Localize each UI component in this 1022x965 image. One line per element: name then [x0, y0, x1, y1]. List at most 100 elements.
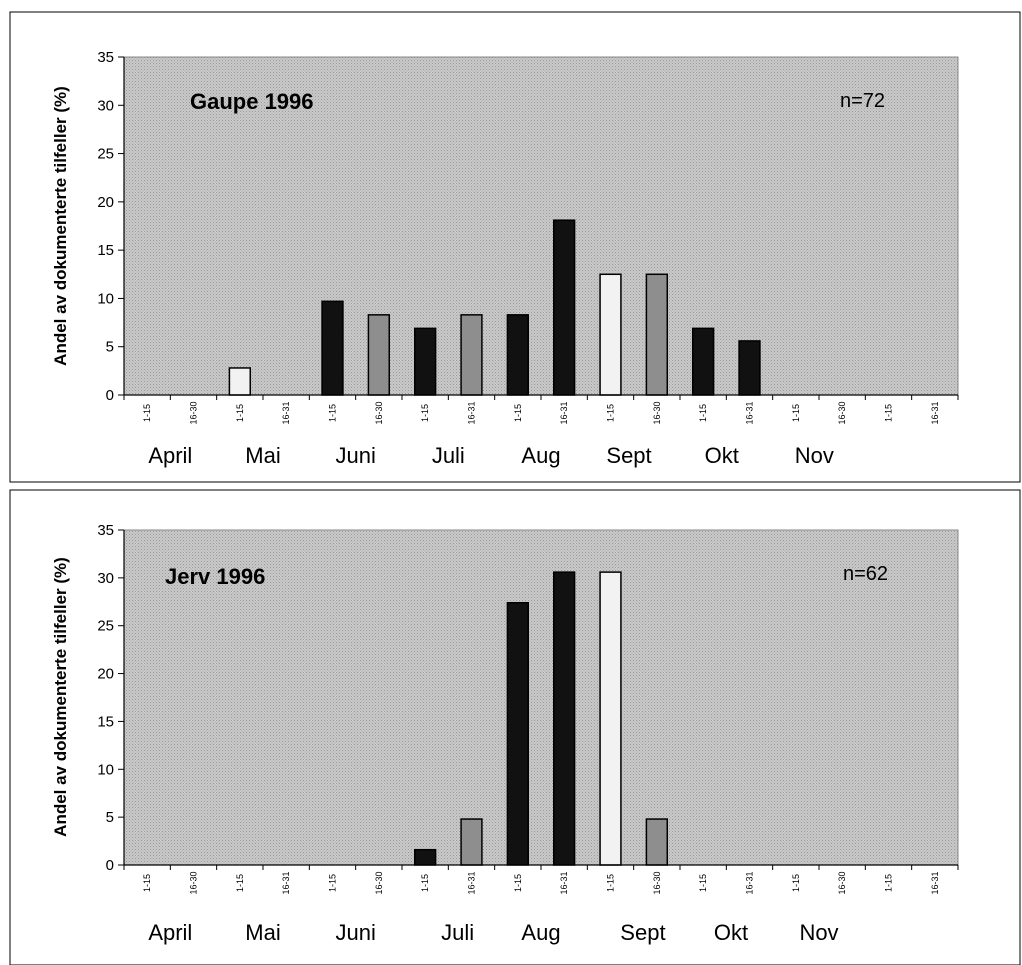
panel-frame	[9, 11, 1021, 483]
x-tick-label: 1-15	[513, 874, 523, 892]
panel-frame	[9, 489, 1021, 965]
month-label: April	[148, 443, 192, 468]
x-tick-label: 1-15	[328, 404, 338, 422]
y-tick-label: 10	[97, 761, 114, 778]
month-label: Juni	[335, 920, 375, 945]
x-tick-label: 1-15	[420, 404, 430, 422]
y-axis-ticks: 0 5 10 15 20 25 30 35	[97, 522, 124, 874]
chart-title: Jerv 1996	[165, 564, 265, 589]
bar	[321, 300, 344, 396]
bar	[413, 327, 437, 396]
x-tick-label: 1-15	[235, 874, 245, 892]
x-tick-label: 16-31	[930, 871, 940, 894]
month-label: Nov	[795, 443, 834, 468]
month-label: Sept	[606, 443, 651, 468]
x-tick-label: 16-30	[374, 401, 384, 424]
x-tick-label: 16-30	[652, 871, 662, 894]
x-tick-label: 16-31	[281, 871, 291, 894]
bar	[460, 314, 483, 396]
x-tick-label: 1-15	[328, 874, 338, 892]
sample-size-label: n=72	[840, 90, 885, 112]
y-tick-label: 15	[97, 713, 114, 730]
bar	[460, 818, 483, 866]
x-tick-label: 1-15	[698, 404, 708, 422]
bar-group	[413, 571, 669, 866]
month-label: April	[148, 920, 192, 945]
y-tick-label: 30	[97, 97, 114, 114]
x-tick-label: 16-30	[837, 871, 847, 894]
y-tick-label: 35	[97, 522, 114, 539]
bar	[228, 367, 252, 396]
bar	[367, 314, 391, 396]
x-tick-label: 16-31	[467, 401, 477, 424]
y-tick-label: 35	[97, 49, 114, 66]
x-tick-label: 16-31	[281, 401, 291, 424]
x-axis-ticks: 1-15 16-30 1-15 16-31 1-15 16-30 1-15 16-31 1-15…	[123, 395, 959, 425]
x-tick-label: 16-31	[745, 401, 755, 424]
bar	[506, 314, 530, 396]
month-label: Aug	[521, 443, 560, 468]
y-axis-label: Andel av dokumenterte tilfeller (%)	[51, 557, 70, 837]
bar	[552, 219, 576, 396]
month-label: Sept	[620, 920, 665, 945]
month-labels: April Mai Juni Juli Aug Sept Okt Nov	[148, 920, 838, 945]
month-label: Juli	[441, 920, 474, 945]
x-tick-label: 16-31	[559, 871, 569, 894]
bar	[413, 848, 437, 866]
bar	[691, 327, 715, 396]
x-tick-label: 1-15	[235, 404, 245, 422]
y-tick-label: 0	[106, 387, 114, 404]
x-tick-label: 1-15	[884, 404, 894, 422]
x-tick-label: 1-15	[420, 874, 430, 892]
plot-area	[123, 56, 959, 396]
y-tick-label: 25	[97, 618, 114, 635]
x-tick-label: 1-15	[142, 874, 152, 892]
x-tick-label: 16-30	[652, 401, 662, 424]
bar-group	[228, 219, 761, 396]
chart-panel-gaupe: 0 5 10 15 20 25 30 35 1-15 16-30 1-15 16-31 1-15 16-…	[9, 11, 1021, 483]
y-tick-label: 15	[97, 242, 114, 259]
x-tick-label: 1-15	[791, 404, 801, 422]
x-tick-label: 16-31	[467, 871, 477, 894]
x-tick-label: 1-15	[513, 404, 523, 422]
x-tick-label: 16-31	[559, 401, 569, 424]
x-tick-label: 1-15	[884, 874, 894, 892]
y-tick-label: 25	[97, 146, 114, 163]
month-label: Juni	[335, 443, 375, 468]
y-axis-ticks: 0 5 10 15 20 25 30 35	[97, 49, 124, 404]
bar	[599, 273, 622, 396]
x-tick-label: 16-30	[189, 871, 199, 894]
plot-area	[123, 529, 959, 866]
sample-size-label: n=62	[843, 563, 888, 585]
y-axis-label: Andel av dokumenterte tilfeller (%)	[51, 86, 70, 366]
month-label: Okt	[705, 443, 739, 468]
y-tick-label: 30	[97, 570, 114, 587]
x-tick-label: 16-31	[745, 871, 755, 894]
x-tick-label: 16-30	[374, 871, 384, 894]
y-tick-label: 5	[106, 339, 114, 356]
month-label: Juli	[432, 443, 465, 468]
x-tick-label: 1-15	[698, 874, 708, 892]
y-tick-label: 20	[97, 666, 114, 683]
bar	[599, 571, 622, 866]
chart-title: Gaupe 1996	[190, 89, 314, 114]
bar	[738, 340, 761, 396]
month-label: Mai	[245, 920, 280, 945]
y-tick-label: 5	[106, 809, 114, 826]
month-label: Mai	[245, 443, 280, 468]
bar	[506, 601, 530, 866]
month-label: Okt	[714, 920, 748, 945]
month-labels: April Mai Juni Juli Aug Sept Okt Nov	[148, 443, 834, 468]
x-tick-label: 16-30	[189, 401, 199, 424]
x-tick-label: 16-30	[837, 401, 847, 424]
y-tick-label: 0	[106, 857, 114, 874]
x-tick-label: 1-15	[606, 404, 616, 422]
x-tick-label: 1-15	[791, 874, 801, 892]
x-axis-ticks: 1-15 16-30 1-15 16-31 1-15 16-30 1-15 16-31 1-15…	[123, 865, 959, 895]
y-tick-label: 10	[97, 290, 114, 307]
x-tick-label: 1-15	[142, 404, 152, 422]
y-tick-label: 20	[97, 194, 114, 211]
x-tick-label: 16-31	[930, 401, 940, 424]
month-label: Aug	[521, 920, 560, 945]
